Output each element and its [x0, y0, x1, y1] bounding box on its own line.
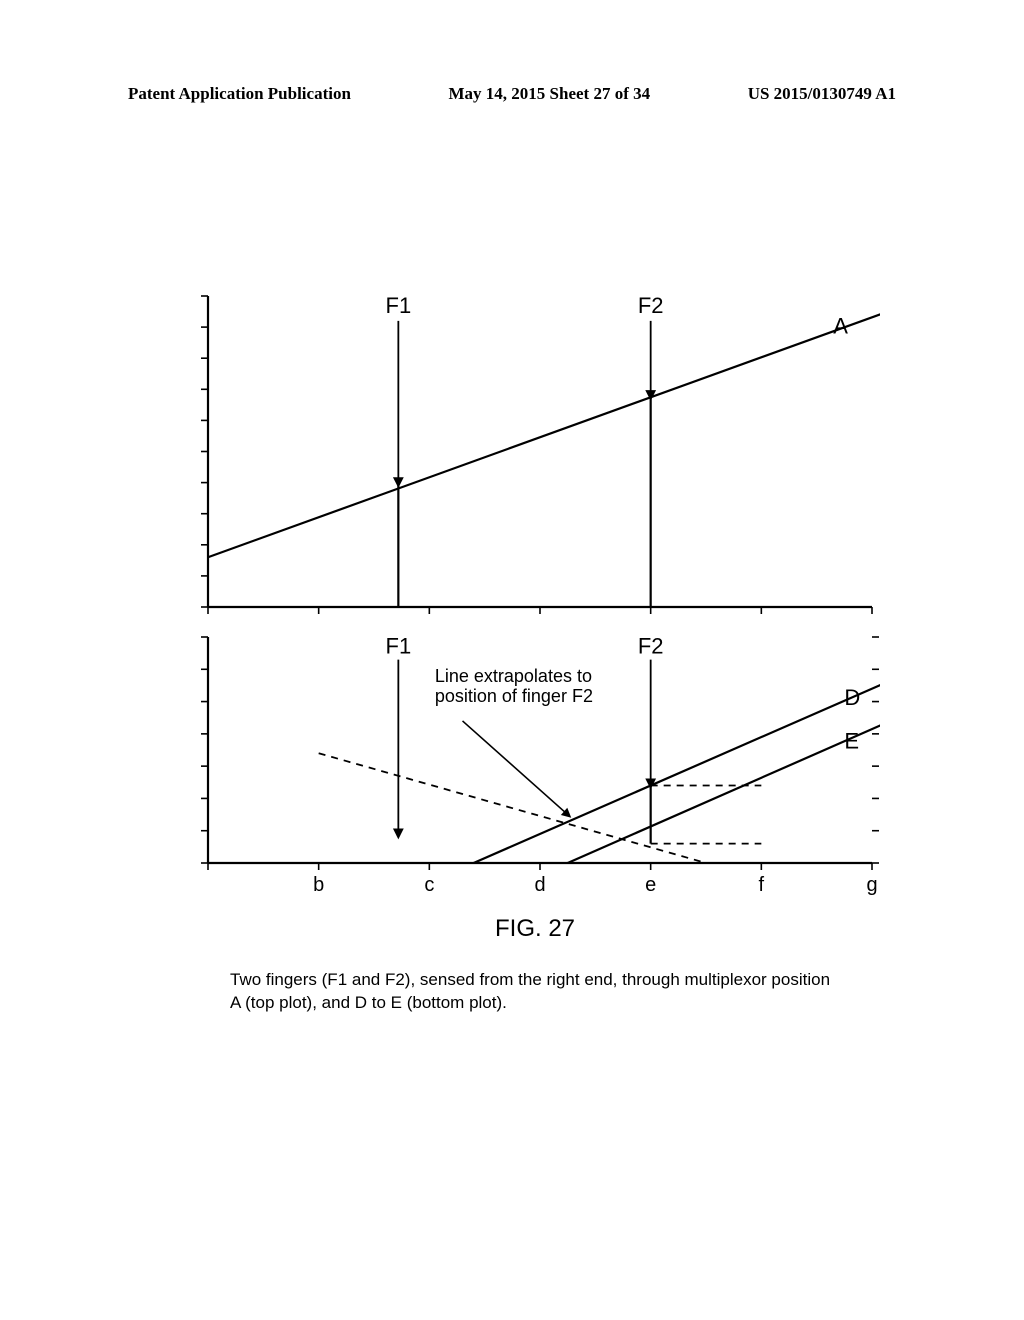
svg-text:d: d	[534, 874, 545, 896]
header-left: Patent Application Publication	[128, 84, 351, 104]
figure-label: FIG. 27	[190, 915, 880, 943]
svg-text:g: g	[866, 874, 877, 896]
top-plot: F1 F2 A	[190, 290, 880, 625]
svg-text:e: e	[645, 874, 656, 896]
header-center: May 14, 2015 Sheet 27 of 34	[449, 84, 651, 104]
figure-caption: Two fingers (F1 and F2), sensed from the…	[230, 969, 840, 1015]
svg-text:F1: F1	[386, 293, 412, 318]
svg-text:c: c	[424, 874, 434, 896]
header-right: US 2015/0130749 A1	[748, 84, 896, 104]
svg-text:F2: F2	[638, 293, 664, 318]
svg-text:F1: F1	[386, 634, 412, 659]
svg-text:D: D	[844, 685, 860, 710]
page-header: Patent Application Publication May 14, 2…	[128, 84, 896, 104]
svg-text:A: A	[833, 313, 848, 338]
svg-text:F2: F2	[638, 634, 664, 659]
svg-text:E: E	[844, 728, 859, 753]
svg-text:position of finger F2: position of finger F2	[435, 686, 593, 706]
svg-text:Line extrapolates to: Line extrapolates to	[435, 666, 592, 686]
figure-area: F1 F2 A b c d e f g Line extrapolates toposition…	[190, 290, 880, 1015]
svg-text:b: b	[313, 874, 324, 896]
svg-text:f: f	[759, 874, 765, 896]
bottom-plot: b c d e f g Line extrapolates toposition of fi…	[190, 633, 880, 907]
